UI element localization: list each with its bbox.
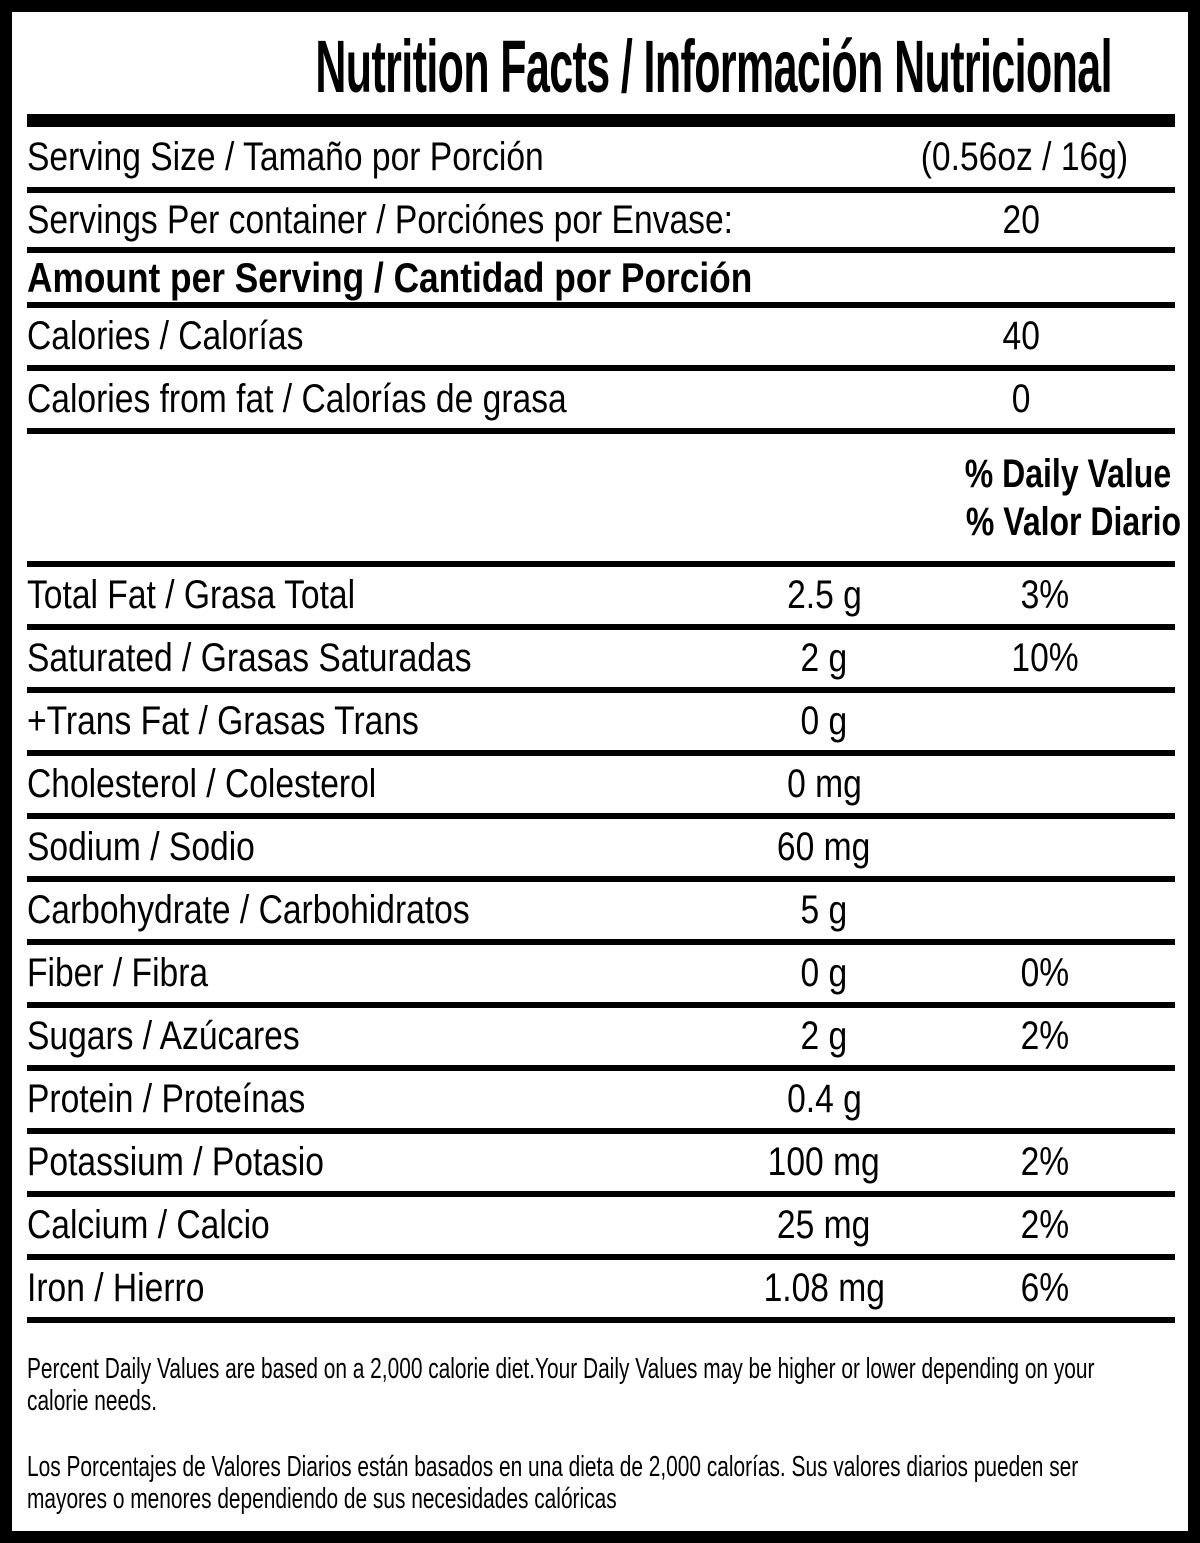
nutrient-amount: 60 mg bbox=[777, 825, 871, 869]
nutrient-row-carbohydrate: Carbohydrate / Carbohidratos 5 g bbox=[27, 882, 1175, 945]
nutrient-row-trans-fat: +Trans Fat / Grasas Trans 0 g bbox=[27, 693, 1175, 756]
daily-value-header-es: % Valor Diario bbox=[965, 499, 1182, 544]
nutrient-amount: 2 g bbox=[800, 636, 848, 680]
serving-size-row: Serving Size / Tamaño por Porción (0.56o… bbox=[27, 127, 1175, 193]
nutrient-row-fiber: Fiber / Fibra 0 g 0% bbox=[27, 945, 1175, 1008]
nutrient-dv: 2% bbox=[1020, 1140, 1070, 1184]
calories-from-fat-value: 0 bbox=[1011, 377, 1031, 421]
daily-value-header-row: % Daily Value % Valor Diario bbox=[27, 434, 1181, 567]
serving-size-label: Serving Size / Tamaño por Porción bbox=[27, 134, 544, 179]
footnote-spanish-line-2: mayores o menores dependiendo de sus nec… bbox=[27, 1483, 617, 1515]
calories-label: Calories / Calorías bbox=[27, 314, 304, 358]
nutrient-row-sodium: Sodium / Sodio 60 mg bbox=[27, 819, 1175, 882]
nutrient-amount: 0 g bbox=[800, 699, 848, 743]
nutrient-label: Protein / Proteínas bbox=[27, 1077, 306, 1121]
amount-per-serving-heading: Amount per Serving / Cantidad por Porció… bbox=[27, 253, 753, 301]
daily-value-header: % Daily Value % Valor Diario bbox=[939, 450, 1181, 546]
nutrient-row-total-fat: Total Fat / Grasa Total 2.5 g 3% bbox=[27, 567, 1175, 630]
nutrient-label: Total Fat / Grasa Total bbox=[27, 573, 356, 617]
title-separator-bar bbox=[27, 114, 1175, 127]
calories-value: 40 bbox=[1002, 314, 1040, 358]
nutrient-row-protein: Protein / Proteínas 0.4 g bbox=[27, 1071, 1175, 1134]
nutrient-label: Saturated / Grasas Saturadas bbox=[27, 636, 472, 680]
nutrient-amount: 25 mg bbox=[777, 1203, 871, 1247]
nutrient-label: +Trans Fat / Grasas Trans bbox=[27, 699, 419, 743]
nutrient-dv: 3% bbox=[1020, 573, 1070, 617]
calories-from-fat-label: Calories from fat / Calorías de grasa bbox=[27, 377, 567, 421]
nutrient-amount: 100 mg bbox=[767, 1140, 881, 1184]
nutrient-label: Sugars / Azúcares bbox=[27, 1014, 300, 1058]
nutrient-label: Fiber / Fibra bbox=[27, 951, 209, 995]
footnote-english: Percent Daily Values are based on a 2,00… bbox=[27, 1353, 1175, 1417]
label-title: Nutrition Facts / Información Nutriciona… bbox=[27, 12, 1175, 114]
nutrient-label: Potassium / Potasio bbox=[27, 1140, 324, 1184]
nutrient-amount: 0 mg bbox=[786, 762, 862, 806]
footnote-english-line-1: Percent Daily Values are based on a 2,00… bbox=[27, 1353, 1095, 1385]
nutrient-row-potassium: Potassium / Potasio 100 mg 2% bbox=[27, 1134, 1175, 1197]
nutrient-dv: 2% bbox=[1020, 1203, 1070, 1247]
nutrient-amount: 5 g bbox=[800, 888, 848, 932]
daily-value-header-en: % Daily Value bbox=[964, 451, 1172, 496]
calories-row: Calories / Calorías 40 bbox=[27, 308, 1175, 371]
nutrient-amount: 1.08 mg bbox=[763, 1266, 885, 1310]
nutrient-row-saturated-fat: Saturated / Grasas Saturadas 2 g 10% bbox=[27, 630, 1175, 693]
footnotes: Percent Daily Values are based on a 2,00… bbox=[27, 1353, 1175, 1515]
servings-per-container-label: Servings Per container / Porciónes por E… bbox=[27, 197, 733, 242]
nutrient-label: Calcium / Calcio bbox=[27, 1203, 270, 1247]
nutrient-amount: 2 g bbox=[800, 1014, 848, 1058]
nutrient-label: Sodium / Sodio bbox=[27, 825, 255, 869]
servings-per-container-row: Servings Per container / Porciónes por E… bbox=[27, 193, 1175, 253]
serving-size-value: (0.56oz / 16g) bbox=[920, 134, 1129, 179]
nutrient-dv: 0% bbox=[1020, 951, 1070, 995]
nutrient-dv: 2% bbox=[1020, 1014, 1070, 1058]
footnote-spanish-line-1: Los Porcentajes de Valores Diarios están… bbox=[27, 1451, 1079, 1483]
label-title-text: Nutrition Facts / Información Nutriciona… bbox=[315, 25, 1112, 108]
nutrient-row-calcium: Calcium / Calcio 25 mg 2% bbox=[27, 1197, 1175, 1260]
nutrient-label: Cholesterol / Colesterol bbox=[27, 762, 377, 806]
nutrient-amount: 2.5 g bbox=[786, 573, 862, 617]
nutrient-dv: 10% bbox=[1011, 636, 1079, 680]
footnote-spanish: Los Porcentajes de Valores Diarios están… bbox=[27, 1451, 1175, 1515]
nutrient-label: Carbohydrate / Carbohidratos bbox=[27, 888, 470, 932]
nutrient-row-sugars: Sugars / Azúcares 2 g 2% bbox=[27, 1008, 1175, 1071]
footnote-english-line-2: calorie needs. bbox=[27, 1385, 158, 1417]
nutrient-dv: 6% bbox=[1020, 1266, 1070, 1310]
calories-from-fat-row: Calories from fat / Calorías de grasa 0 bbox=[27, 371, 1175, 434]
servings-per-container-value: 20 bbox=[1002, 197, 1040, 242]
nutrient-amount: 0 g bbox=[800, 951, 848, 995]
nutrient-label: Iron / Hierro bbox=[27, 1266, 205, 1310]
nutrient-row-cholesterol: Cholesterol / Colesterol 0 mg bbox=[27, 756, 1175, 819]
amount-per-serving-heading-row: Amount per Serving / Cantidad por Porció… bbox=[27, 253, 1175, 308]
nutrient-row-iron: Iron / Hierro 1.08 mg 6% bbox=[27, 1260, 1175, 1323]
nutrient-amount: 0.4 g bbox=[786, 1077, 862, 1121]
